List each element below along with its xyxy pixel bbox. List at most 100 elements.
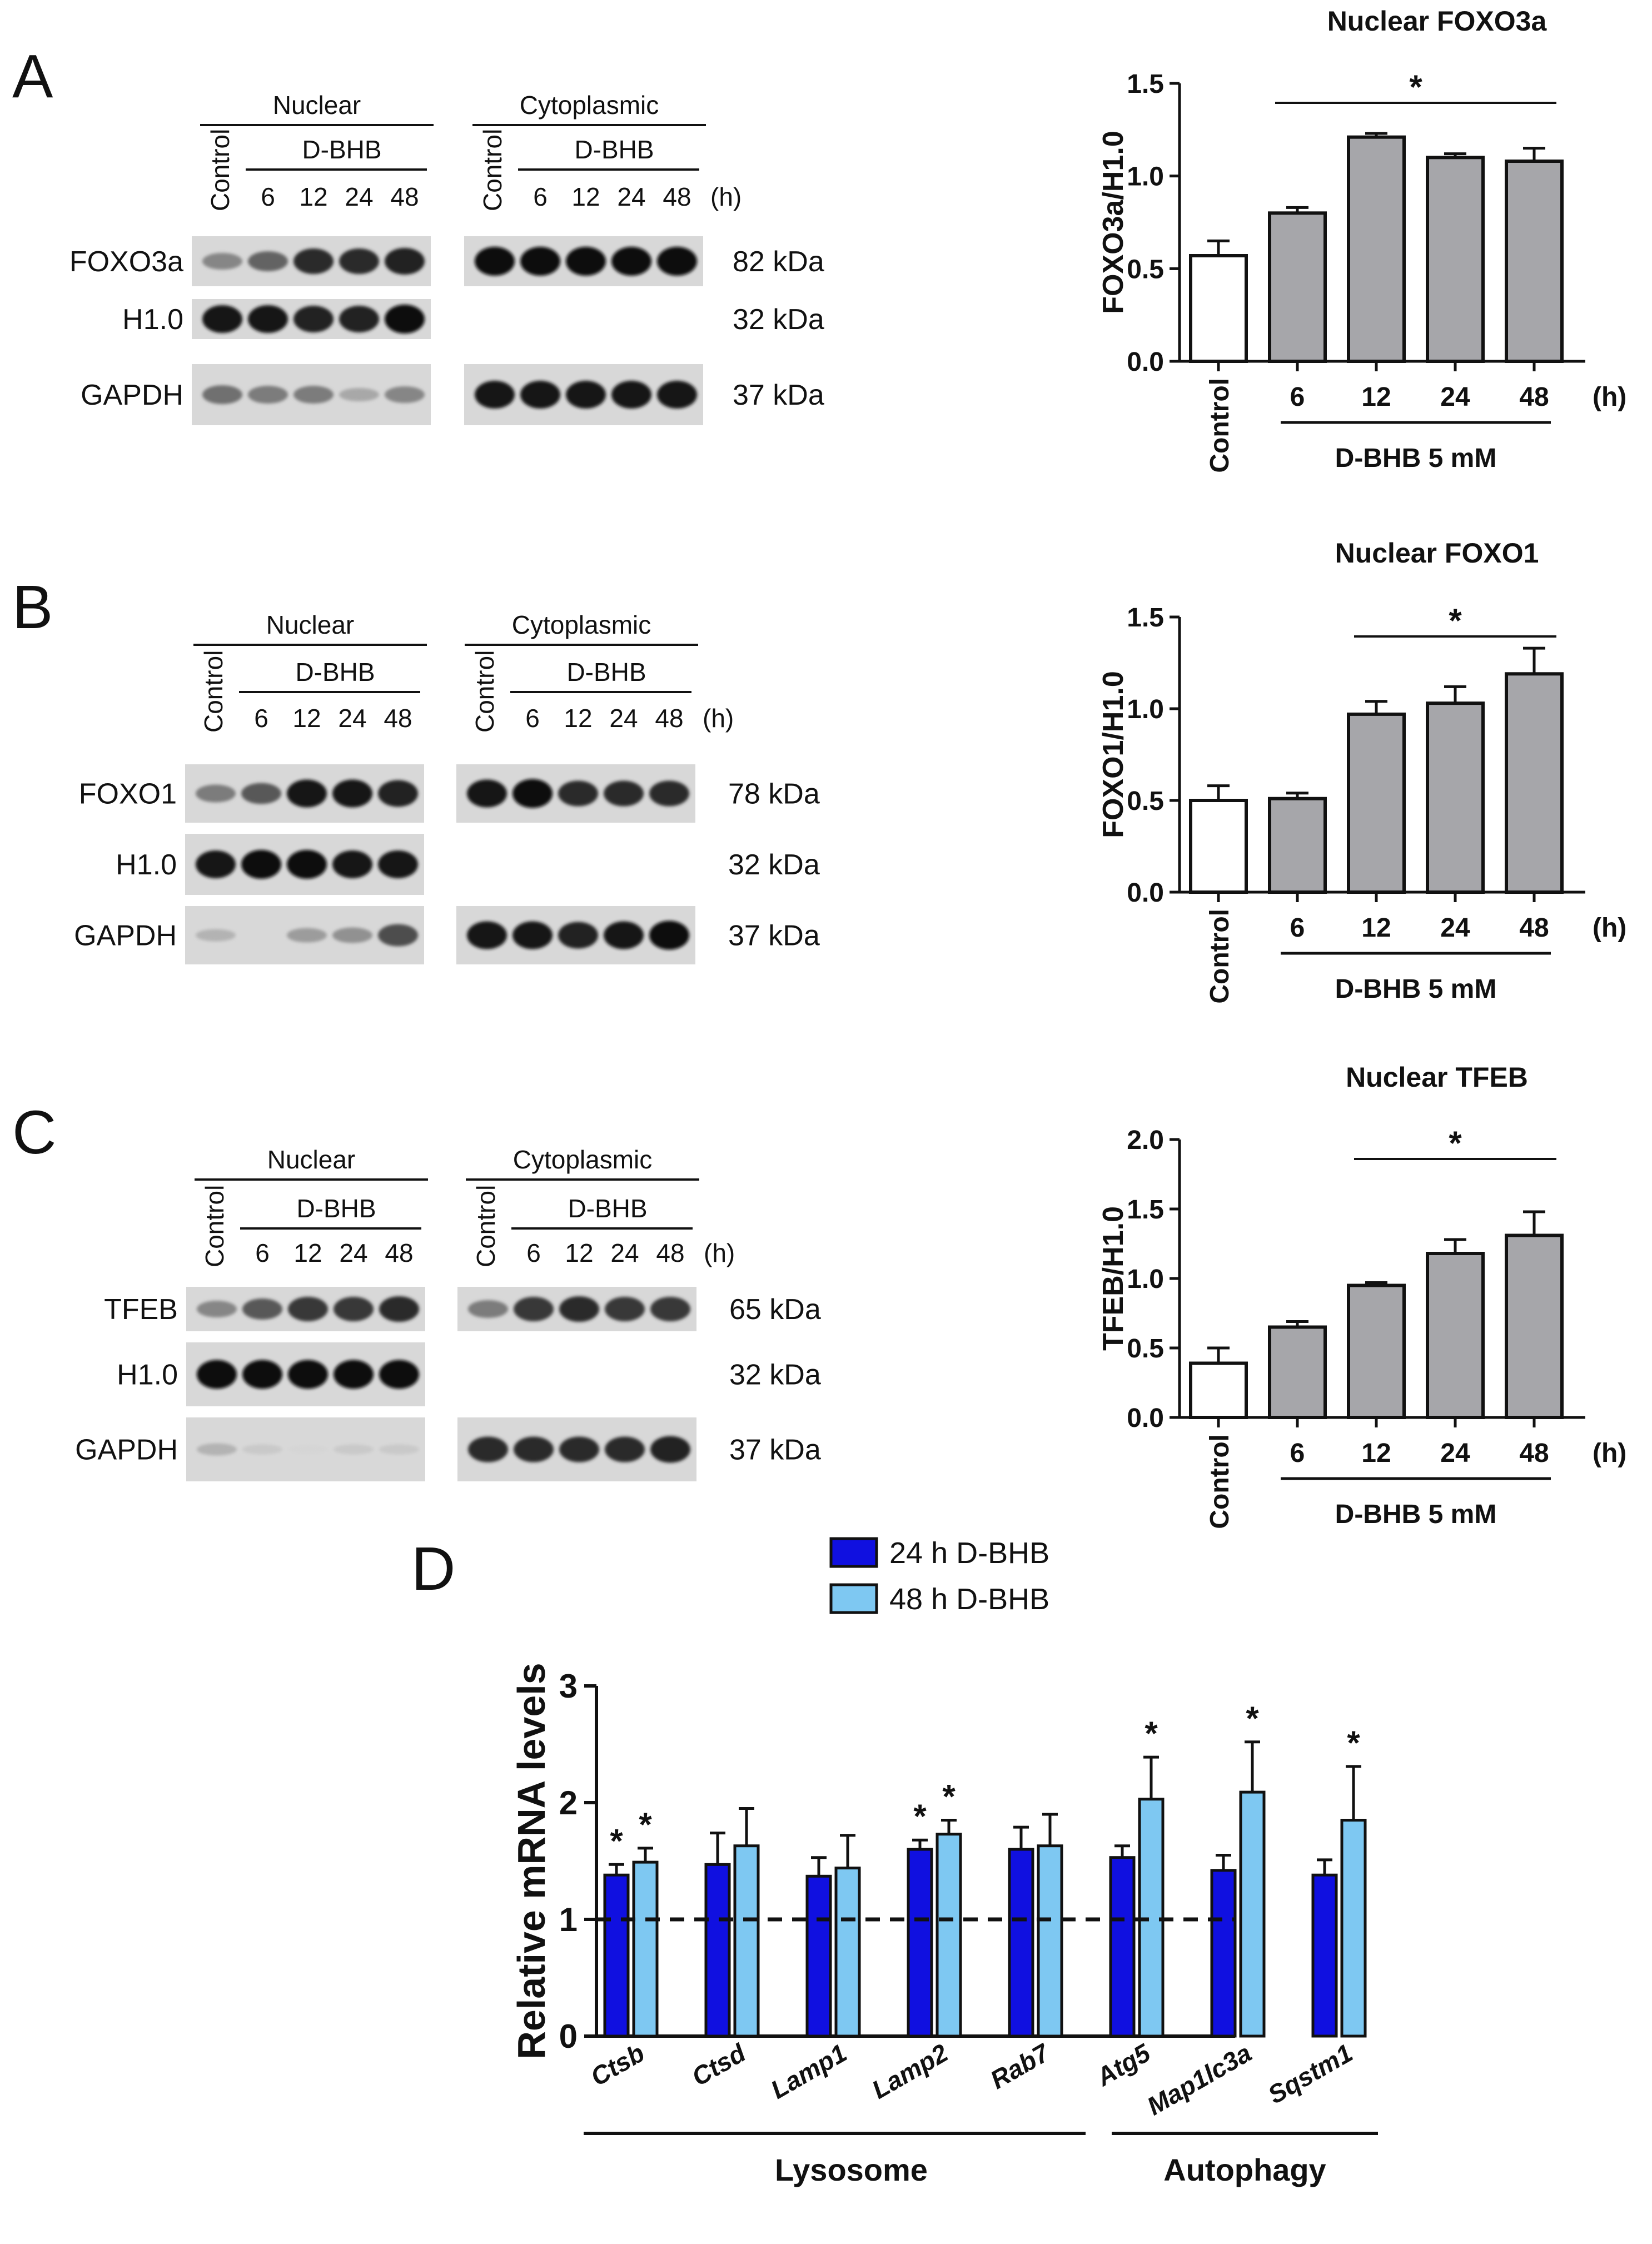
band	[558, 922, 598, 949]
bar-48	[1505, 672, 1564, 894]
band	[605, 1436, 645, 1462]
time-label-48h: 48	[390, 182, 419, 211]
dbhb-label: D-BHB	[296, 1194, 376, 1223]
time-label-48h: 48	[384, 704, 412, 733]
chart-nuclear-foxo3a: Nuclear FOXO3a FOXO3a/H1.0 0.0 0.5 1.0 1.5 Con…	[1097, 6, 1626, 473]
bar-lamp2-24h	[907, 1848, 933, 2038]
panel-letter-a: A	[12, 42, 53, 111]
band	[202, 305, 242, 333]
significance-star: *	[1449, 602, 1462, 639]
x-tick-label: 48	[1519, 1439, 1549, 1468]
autophagy-group-label: Autophagy	[1163, 2152, 1326, 2187]
western-blot-c: Nuclear D-BHB Control 6 12 24 48 Cytoplasmic D-B…	[75, 1145, 821, 1481]
band	[559, 1296, 599, 1322]
band	[650, 1297, 690, 1321]
time-label-48h: 48	[663, 182, 691, 211]
panel-letter-c: C	[12, 1098, 56, 1167]
bar-12	[1347, 135, 1406, 364]
band	[611, 381, 651, 409]
bar-control	[1189, 1361, 1248, 1419]
control-lane-label: Control	[478, 129, 507, 211]
time-label-12h: 12	[564, 704, 592, 733]
band	[379, 1296, 419, 1322]
band	[467, 921, 507, 949]
time-label-48h: 48	[656, 1238, 684, 1267]
significance-star: *	[913, 1798, 927, 1835]
band	[514, 1436, 554, 1462]
band	[202, 253, 242, 270]
legend-swatch-48h	[829, 1583, 878, 1614]
hour-unit: (h)	[1593, 382, 1626, 412]
bar-12	[1347, 1283, 1406, 1419]
treatment-label: D-BHB 5 mM	[1335, 444, 1497, 473]
bar-6	[1268, 797, 1327, 894]
time-label-24h: 24	[610, 1238, 639, 1267]
bar-24	[1426, 701, 1485, 894]
band	[241, 783, 281, 804]
membrane-strip	[456, 834, 695, 895]
bar-ctsb-48h	[632, 1860, 659, 2038]
x-tick-label: 24	[1440, 1439, 1470, 1468]
band	[288, 1360, 328, 1389]
row-kda: 37 kDa	[733, 379, 824, 411]
hour-unit: (h)	[710, 182, 742, 211]
band	[385, 386, 425, 403]
bar-control	[1189, 254, 1248, 363]
band	[334, 1297, 374, 1321]
row-label: TFEB	[104, 1293, 178, 1326]
panel-letter-d: D	[411, 1535, 455, 1603]
row-kda: 65 kDa	[729, 1293, 821, 1326]
row-label: GAPDH	[75, 1434, 178, 1466]
x-tick-label: 12	[1361, 382, 1391, 412]
y-axis-title: FOXO3a/H1.0	[1097, 131, 1129, 314]
nuclear-header: Nuclear	[266, 610, 355, 639]
band	[566, 247, 606, 276]
x-tick-label-control: Control	[1205, 1434, 1235, 1529]
time-label-6h: 6	[525, 704, 540, 733]
y-tick-label: 1.0	[1127, 695, 1164, 724]
row-kda: 32 kDa	[729, 1359, 821, 1391]
time-label-24h: 24	[339, 1238, 367, 1267]
y-tick-label: 0	[559, 2018, 578, 2055]
cytoplasmic-header: Cytoplasmic	[513, 1145, 653, 1174]
chart-title: Nuclear FOXO3a	[1327, 6, 1547, 37]
gene-label-lamp1: Lamp1	[766, 2038, 852, 2104]
x-tick-label: 6	[1290, 913, 1305, 943]
band	[293, 386, 334, 404]
row-label: H1.0	[117, 1359, 178, 1391]
band	[378, 850, 418, 878]
band	[287, 928, 327, 943]
bar-lamp1-48h	[834, 1867, 861, 2038]
band	[197, 1443, 237, 1456]
time-label-24h: 24	[338, 704, 366, 733]
y-tick-label: 1	[559, 1901, 578, 1938]
significance-star: *	[1409, 68, 1422, 106]
chart-relative-mrna: Relative mRNA levels 0 1 2 3 * * Ctsb Ctsd Lamp1 *…	[510, 1536, 1378, 2187]
band	[512, 779, 553, 808]
band	[605, 1297, 645, 1321]
row-label: GAPDH	[74, 920, 177, 952]
y-tick-label: 2.0	[1127, 1126, 1164, 1155]
band	[196, 850, 236, 878]
membrane-strip	[464, 299, 703, 339]
row-kda: 32 kDa	[728, 849, 820, 881]
band	[287, 850, 327, 879]
significance-star: *	[1347, 1724, 1360, 1762]
time-label-12h: 12	[293, 1238, 322, 1267]
band	[339, 248, 379, 274]
y-tick-label: 0.5	[1127, 787, 1164, 816]
row-kda: 37 kDa	[728, 920, 820, 952]
gene-label-rab7: Rab7	[986, 2037, 1056, 2094]
control-lane-label: Control	[206, 129, 235, 211]
bar-ctsd-24h	[704, 1863, 731, 2038]
treatment-label: D-BHB 5 mM	[1335, 1500, 1497, 1529]
y-axis-title: Relative mRNA levels	[510, 1663, 553, 2059]
band	[288, 1445, 328, 1454]
bar-lamp2-48h	[936, 1833, 962, 2038]
band	[468, 1436, 508, 1462]
band	[611, 247, 651, 276]
band	[378, 780, 418, 807]
bar-12	[1347, 712, 1406, 894]
nuclear-header: Nuclear	[267, 1145, 356, 1174]
